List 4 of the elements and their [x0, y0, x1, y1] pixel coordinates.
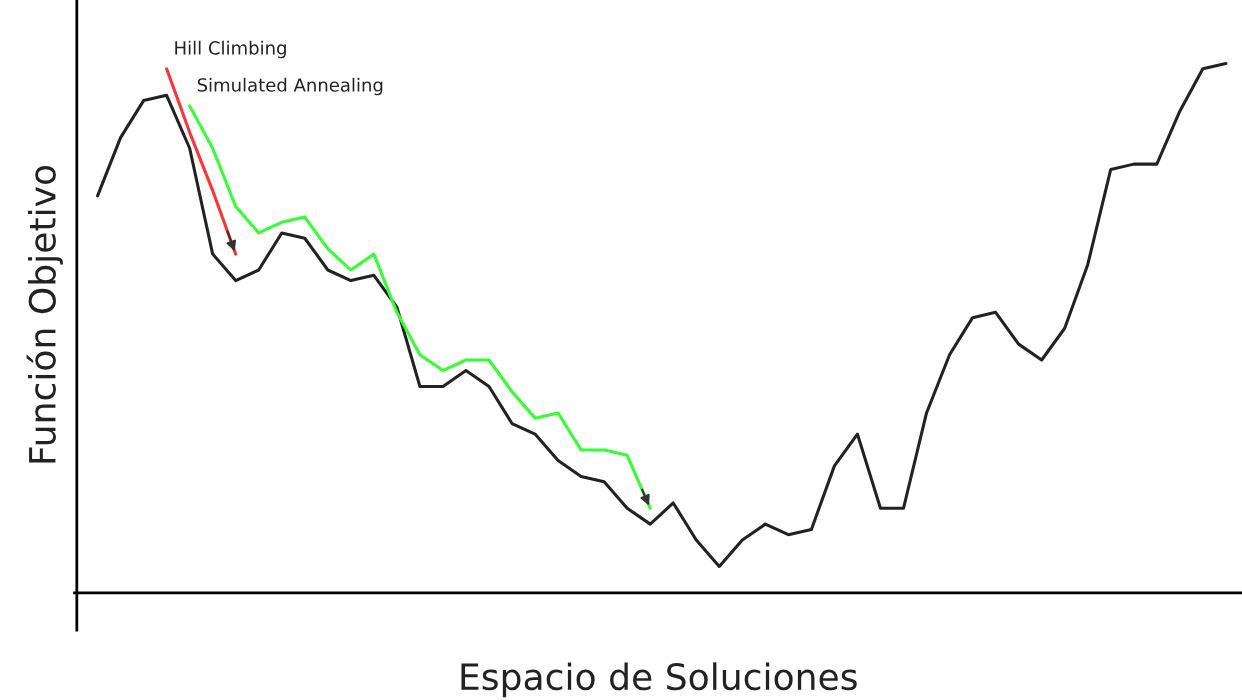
- series-label: Hill Climbing: [175, 40, 286, 59]
- y-axis-title: Función Objetivo: [26, 165, 63, 463]
- x-axis-title: Espacio de Soluciones: [461, 662, 857, 698]
- series-label: Simulated Annealing: [197, 77, 383, 96]
